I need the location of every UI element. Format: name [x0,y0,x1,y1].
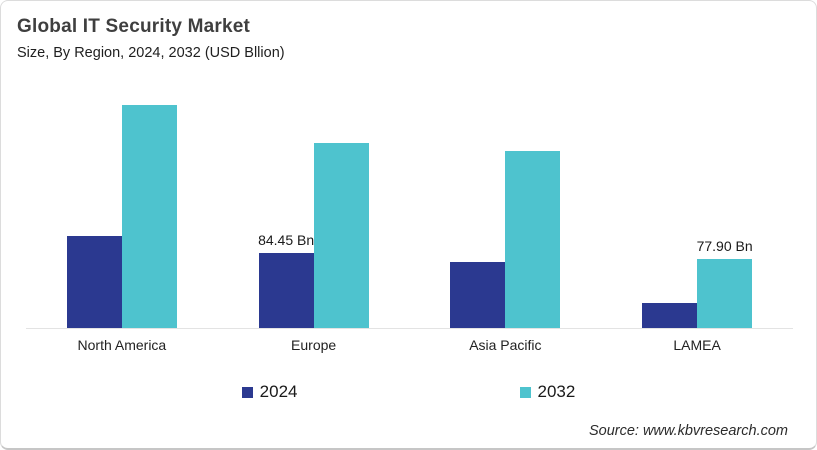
bar-2024-asia-pacific [450,262,506,328]
legend-swatch-2024 [241,386,253,398]
chart-title: Global IT Security Market [17,16,251,37]
bar-group-europe: 84.45 Bn [218,91,410,328]
legend-label-2024: 2024 [259,382,298,401]
bar-group-lamea: 77.90 Bn [601,91,793,328]
bar-2024-lamea [642,303,698,328]
legend-swatch-2032 [519,386,531,398]
legend-item-2024: 2024 [241,382,298,402]
data-label-2024-europe: 84.45 Bn [258,232,315,248]
source-text: Source: www.kbvresearch.com [588,423,788,439]
chart-subtitle: Size, By Region, 2024, 2032 (USD Bllion) [17,45,285,61]
bar-2032-lamea: 77.90 Bn [697,238,753,328]
category-label-lamea: LAMEA [673,337,721,353]
bar-group-asia-pacific [410,91,602,328]
bar-2024-europe: 84.45 Bn [258,232,314,328]
bar-2024-north-america [66,235,122,328]
category-label-europe: Europe [291,337,337,353]
legend-label-2032: 2032 [537,382,576,401]
bar-2032-asia-pacific [505,150,561,328]
legend: 2024 2032 [1,382,816,402]
plot-area: 84.45 Bn 77.90 Bn [26,91,793,329]
category-axis: North America Europe Asia Pacific LAMEA [26,337,793,353]
bar-2032-north-america [121,105,177,328]
bar-2032-europe [313,142,369,328]
data-label-2032-lamea: 77.90 Bn [696,237,753,254]
bar-group-north-america [26,91,218,328]
legend-item-2032: 2032 [519,382,576,402]
category-label-north-america: North America [77,337,167,353]
category-label-asia-pacific: Asia Pacific [469,337,542,353]
